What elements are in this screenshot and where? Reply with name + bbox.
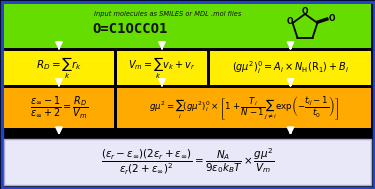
Bar [117, 51, 207, 85]
Bar [4, 51, 114, 85]
Text: Input molecules as SMILES or MDL .mol files: Input molecules as SMILES or MDL .mol fi… [94, 11, 241, 17]
Bar [4, 4, 371, 48]
Text: $V_m = \sum_k v_k + v_r$: $V_m = \sum_k v_k + v_r$ [128, 55, 196, 81]
Text: $\dfrac{\epsilon_\infty - 1}{\epsilon_\infty + 2} = \dfrac{R_D}{V_m}$: $\dfrac{\epsilon_\infty - 1}{\epsilon_\i… [30, 95, 88, 121]
Text: O=C1OCCO1: O=C1OCCO1 [92, 22, 168, 36]
Bar [4, 88, 114, 128]
Bar [4, 139, 371, 185]
Text: $(g\mu^2)_i^0 = A_i \times N_{\mathrm{H}}(\mathrm{R}_1) + B_i$: $(g\mu^2)_i^0 = A_i \times N_{\mathrm{H}… [232, 60, 349, 76]
Bar [210, 51, 371, 85]
Text: $g\mu^2 = \sum_i (g\mu^2)_i^0 \times \left[1 + \dfrac{T_i}{N-1}\sum_{j \neq i} \: $g\mu^2 = \sum_i (g\mu^2)_i^0 \times \le… [149, 94, 339, 122]
Text: $R_D = \sum_k r_k$: $R_D = \sum_k r_k$ [36, 55, 82, 81]
Text: O: O [328, 14, 335, 23]
Bar [117, 88, 371, 128]
Text: $\dfrac{(\epsilon_r - \epsilon_\infty)(2\epsilon_r + \epsilon_\infty)}{\epsilon_: $\dfrac{(\epsilon_r - \epsilon_\infty)(2… [101, 147, 274, 177]
Text: O: O [302, 6, 308, 15]
Text: O: O [286, 17, 293, 26]
